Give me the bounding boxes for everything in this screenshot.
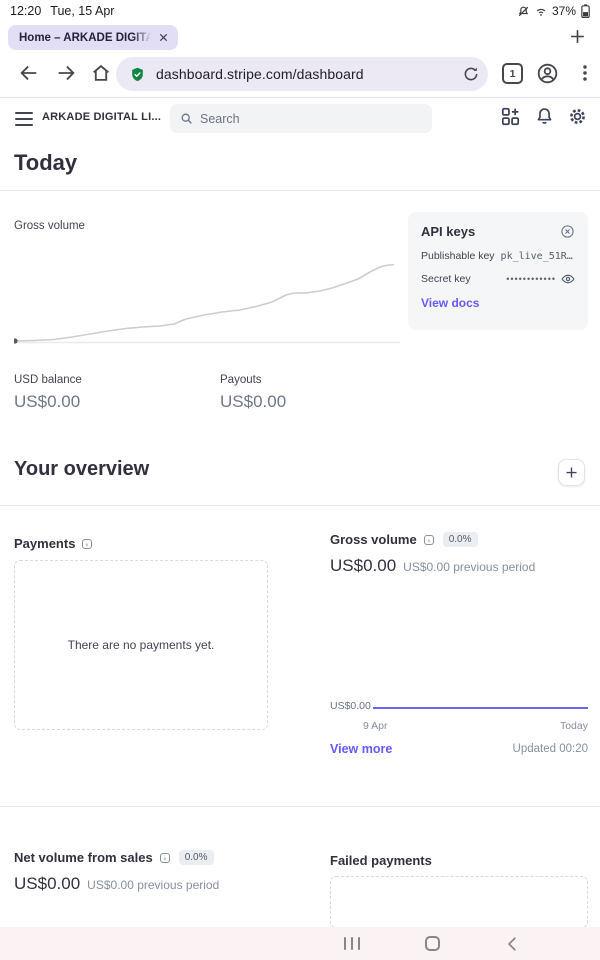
new-tab-icon[interactable] bbox=[568, 27, 587, 46]
net-volume-title: Net volume from sales bbox=[14, 850, 153, 865]
net-volume-value: US$0.00 bbox=[14, 874, 81, 893]
recents-icon bbox=[344, 937, 360, 950]
reveal-eye-icon[interactable] bbox=[561, 273, 575, 285]
x-tick-end: Today bbox=[559, 720, 588, 732]
secret-key-masked: •••••••••••• bbox=[506, 274, 556, 284]
tab-title-fade bbox=[133, 31, 151, 44]
payments-card-header: Payments bbox=[14, 536, 268, 551]
payments-empty-state: There are no payments yet. bbox=[14, 560, 268, 730]
gross-volume-title: Gross volume bbox=[330, 532, 417, 547]
divider bbox=[0, 505, 600, 506]
net-volume-previous: US$0.00 previous period bbox=[87, 878, 220, 892]
gross-volume-chart-label: Gross volume bbox=[14, 220, 85, 232]
reload-icon[interactable] bbox=[462, 65, 480, 83]
battery-icon bbox=[581, 4, 590, 18]
status-date: Tue, 15 Apr bbox=[50, 4, 115, 18]
usd-balance-value: US$0.00 bbox=[14, 392, 81, 411]
search-icon bbox=[180, 112, 193, 125]
browser-tab-strip: Home – ARKADE DIGITAL bbox=[0, 22, 600, 52]
divider bbox=[0, 97, 600, 98]
home-button[interactable] bbox=[412, 927, 452, 960]
gross-volume-start-dot bbox=[14, 338, 18, 344]
browser-menu-icon[interactable] bbox=[574, 62, 596, 84]
home-square-icon bbox=[424, 936, 440, 951]
gross-volume-previous: US$0.00 previous period bbox=[403, 560, 536, 574]
failed-payments-empty-state bbox=[330, 876, 588, 928]
mini-chart-y-label: US$0.00 bbox=[330, 700, 371, 712]
back-chevron-icon bbox=[507, 936, 516, 951]
notifications-bell-icon[interactable] bbox=[534, 106, 555, 127]
hamburger-menu-icon[interactable] bbox=[15, 112, 33, 126]
payments-title: Payments bbox=[14, 536, 76, 551]
back-icon[interactable] bbox=[18, 62, 40, 84]
gross-volume-chart bbox=[14, 238, 400, 346]
failed-payments-card-header: Failed payments bbox=[330, 852, 588, 870]
payments-empty-message: There are no payments yet. bbox=[67, 638, 215, 652]
wifi-icon bbox=[534, 5, 548, 18]
x-tick-start: 9 Apr bbox=[363, 720, 388, 732]
updated-timestamp: Updated 00:20 bbox=[512, 743, 588, 755]
search-input[interactable] bbox=[200, 111, 422, 126]
payouts-label: Payouts bbox=[220, 374, 262, 386]
view-more-link[interactable]: View more bbox=[330, 742, 393, 756]
android-status-bar: 12:20 Tue, 15 Apr 37% bbox=[0, 0, 600, 22]
gross-volume-mini-chart: US$0.00 bbox=[330, 700, 588, 712]
close-icon[interactable] bbox=[560, 224, 575, 239]
change-badge: 0.0% bbox=[178, 850, 214, 865]
divider bbox=[0, 190, 600, 191]
mute-icon bbox=[517, 5, 530, 18]
tab-close-icon[interactable] bbox=[158, 32, 169, 43]
payouts-block: Payouts US$0.00 bbox=[220, 374, 286, 412]
gross-volume-value: US$0.00 bbox=[330, 556, 397, 575]
browser-tab[interactable]: Home – ARKADE DIGITAL bbox=[8, 25, 178, 50]
info-icon[interactable] bbox=[423, 534, 435, 546]
gross-volume-card-header: Gross volume 0.0% US$0.00 US$0.00 previo… bbox=[330, 532, 588, 576]
home-icon[interactable] bbox=[90, 62, 112, 84]
info-icon[interactable] bbox=[81, 538, 93, 550]
site-security-shield-icon[interactable] bbox=[129, 66, 146, 83]
business-name[interactable]: ARKADE DIGITAL LI... bbox=[42, 111, 162, 123]
today-heading: Today bbox=[14, 150, 78, 175]
browser-toolbar: dashboard.stripe.com/dashboard 1 bbox=[0, 52, 600, 97]
usd-balance-label: USD balance bbox=[14, 374, 82, 386]
back-button[interactable] bbox=[492, 927, 532, 960]
tab-title: Home – ARKADE DIGITAL bbox=[19, 31, 151, 44]
url-text[interactable]: dashboard.stripe.com/dashboard bbox=[156, 66, 364, 82]
net-volume-card-header: Net volume from sales 0.0% US$0.00 US$0.… bbox=[14, 850, 314, 894]
status-time: 12:20 bbox=[10, 4, 42, 18]
add-widget-button[interactable] bbox=[558, 459, 585, 486]
failed-payments-title: Failed payments bbox=[330, 853, 432, 868]
settings-gear-icon[interactable] bbox=[567, 106, 588, 127]
recents-button[interactable] bbox=[332, 927, 372, 960]
secret-key-label: Secret key bbox=[421, 273, 471, 285]
forward-icon[interactable] bbox=[55, 62, 77, 84]
apps-widgets-icon[interactable] bbox=[500, 106, 521, 127]
usd-balance-block: USD balance US$0.00 bbox=[14, 374, 82, 412]
overview-heading: Your overview bbox=[14, 458, 150, 480]
payouts-value: US$0.00 bbox=[220, 392, 287, 411]
view-docs-link[interactable]: View docs bbox=[421, 296, 480, 310]
gross-volume-card-footer: View more Updated 00:20 bbox=[330, 742, 588, 756]
mini-chart-x-axis: 9 Apr Today bbox=[330, 720, 588, 732]
battery-percent: 37% bbox=[551, 4, 576, 18]
divider bbox=[0, 806, 600, 807]
info-icon[interactable] bbox=[159, 852, 171, 864]
gross-volume-line bbox=[14, 263, 395, 342]
publishable-key-label: Publishable key bbox=[421, 250, 495, 262]
api-keys-panel: API keys Publishable key pk_live_51R… Se… bbox=[408, 212, 588, 330]
android-nav-bar bbox=[0, 927, 600, 960]
mini-chart-flat-line bbox=[372, 707, 588, 709]
tab-count: 1 bbox=[509, 67, 516, 80]
url-bar[interactable]: dashboard.stripe.com/dashboard bbox=[116, 57, 488, 91]
api-keys-title: API keys bbox=[421, 224, 476, 239]
publishable-key-value[interactable]: pk_live_51R… bbox=[500, 250, 573, 262]
tab-switcher-button[interactable]: 1 bbox=[502, 63, 523, 84]
profile-avatar-icon[interactable] bbox=[536, 62, 559, 85]
search-bar[interactable] bbox=[170, 104, 432, 133]
change-badge: 0.0% bbox=[442, 532, 478, 547]
